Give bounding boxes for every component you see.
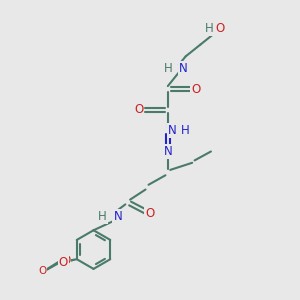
Text: O: O bbox=[61, 254, 70, 267]
Text: O: O bbox=[59, 256, 68, 269]
Text: O: O bbox=[38, 266, 46, 276]
Text: H: H bbox=[181, 124, 190, 137]
Text: O: O bbox=[134, 103, 143, 116]
Text: H: H bbox=[164, 62, 172, 75]
Text: O: O bbox=[215, 22, 224, 34]
Text: N: N bbox=[179, 62, 188, 75]
Text: N: N bbox=[113, 210, 122, 224]
Text: H: H bbox=[205, 22, 214, 34]
Text: N: N bbox=[164, 145, 172, 158]
Text: O: O bbox=[146, 207, 154, 220]
Text: N: N bbox=[168, 124, 177, 137]
Text: O: O bbox=[191, 82, 201, 96]
Text: H: H bbox=[98, 210, 107, 224]
